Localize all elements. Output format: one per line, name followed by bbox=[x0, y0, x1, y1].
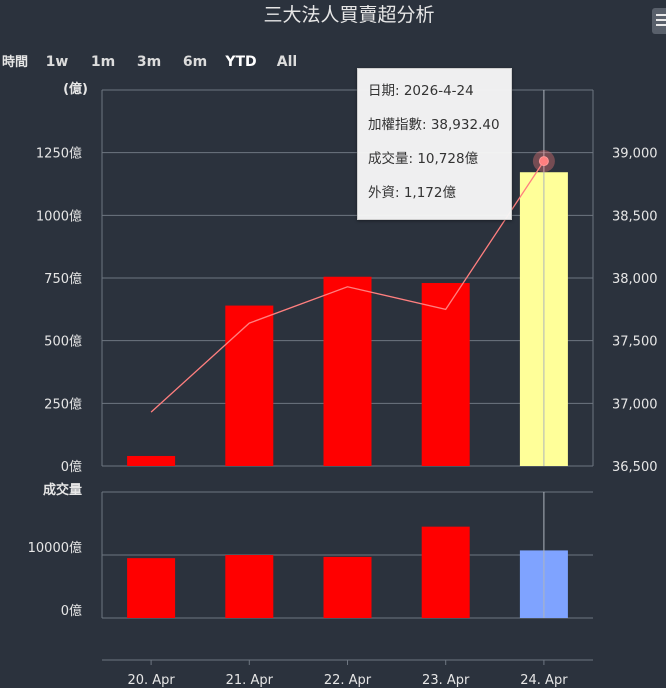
x-tick-label-2: 22. Apr bbox=[324, 673, 372, 688]
foreign-bar-1[interactable] bbox=[225, 305, 274, 466]
x-tick-label-0: 20. Apr bbox=[127, 673, 175, 688]
upper-left-tick-label-4: 1000億 bbox=[36, 208, 82, 224]
tooltip-foreign: 外資: 1,172億 bbox=[368, 185, 456, 201]
x-tick-label-3: 23. Apr bbox=[422, 673, 470, 688]
range-selector-label: 時間 bbox=[2, 54, 28, 70]
upper-right-tick-label-4: 38,500 bbox=[612, 209, 658, 224]
range-button-6m[interactable]: 6m bbox=[183, 54, 207, 70]
upper-left-tick-label-1: 250億 bbox=[44, 396, 82, 412]
volume-bar-1[interactable] bbox=[225, 555, 274, 618]
upper-right-tick-label-0: 36,500 bbox=[612, 460, 658, 475]
range-button-1w[interactable]: 1w bbox=[46, 54, 69, 70]
upper-right-tick-label-1: 37,000 bbox=[612, 397, 658, 412]
x-tick-label-1: 21. Apr bbox=[226, 673, 274, 688]
index-point-highlight[interactable] bbox=[538, 156, 549, 167]
hamburger-menu-icon[interactable] bbox=[652, 8, 666, 34]
upper-right-tick-label-3: 38,000 bbox=[612, 272, 658, 287]
upper-right-tick-label-5: 39,000 bbox=[612, 147, 658, 162]
x-tick-label-4: 24. Apr bbox=[520, 673, 568, 688]
tooltip-date: 日期: 2026-4-24 bbox=[368, 83, 474, 99]
foreign-bar-2[interactable] bbox=[323, 276, 372, 466]
upper-left-tick-label-2: 500億 bbox=[44, 334, 82, 350]
tooltip-index: 加權指數: 38,932.40 bbox=[368, 117, 500, 133]
index-line bbox=[150, 150, 555, 413]
index-line-path bbox=[150, 160, 545, 413]
upper-left-tick-label-0: 0億 bbox=[61, 459, 82, 475]
volume-bar-2[interactable] bbox=[323, 556, 372, 618]
range-button-1m[interactable]: 1m bbox=[91, 54, 115, 70]
chart-title: 三大法人買賣超分析 bbox=[263, 4, 434, 26]
x-axis-labels: 20. Apr 21. Apr 22. Apr 23. Apr 24. Apr bbox=[127, 660, 568, 688]
upper-right-tick-label-2: 37,500 bbox=[612, 335, 658, 350]
tooltip-volume: 成交量: 10,728億 bbox=[368, 151, 479, 167]
lower-axis-labels: 0億 10000億 bbox=[28, 540, 82, 619]
upper-left-axis-labels: 0億 250億 500億 750億 1000億 1250億 bbox=[36, 146, 82, 475]
upper-y-axis-title: (億) bbox=[63, 81, 88, 97]
upper-grid bbox=[101, 89, 594, 467]
lower-bars bbox=[127, 526, 568, 618]
tooltip: 日期: 2026-4-24 加權指數: 38,932.40 成交量: 10,72… bbox=[357, 68, 512, 220]
volume-bar-3[interactable] bbox=[421, 526, 470, 618]
lower-y-axis-title: 成交量 bbox=[43, 482, 82, 498]
foreign-bar-0[interactable] bbox=[127, 455, 176, 466]
lower-tick-label-1: 10000億 bbox=[28, 540, 82, 556]
upper-left-tick-label-3: 750億 bbox=[44, 271, 82, 287]
upper-left-tick-label-5: 1250億 bbox=[36, 146, 82, 162]
foreign-bar-3[interactable] bbox=[421, 283, 470, 466]
volume-bar-0[interactable] bbox=[127, 558, 176, 618]
range-button-3m[interactable]: 3m bbox=[137, 54, 161, 70]
range-button-all[interactable]: All bbox=[277, 54, 297, 70]
lower-tick-label-0: 0億 bbox=[61, 603, 82, 619]
upper-right-axis-labels: 36,500 37,000 37,500 38,000 38,500 39,000 bbox=[612, 147, 658, 475]
range-button-ytd[interactable]: YTD bbox=[224, 54, 256, 70]
